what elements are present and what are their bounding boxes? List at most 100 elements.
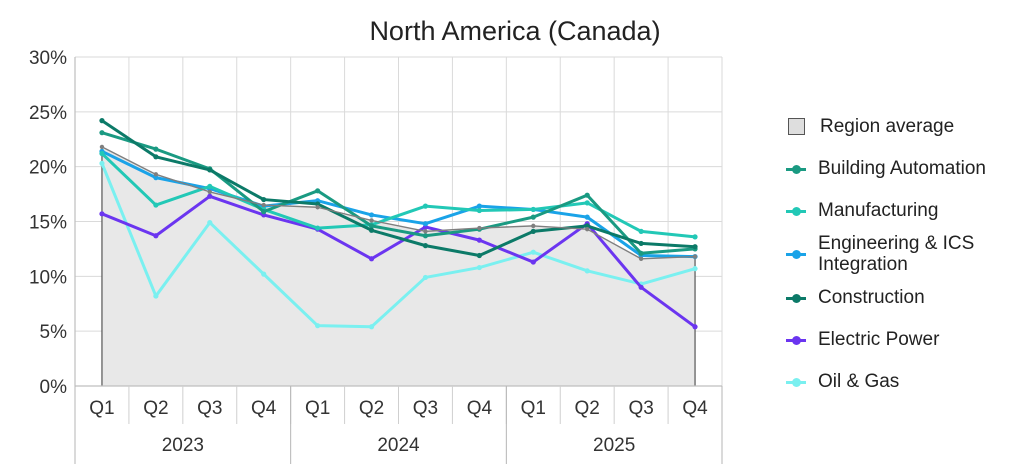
data-point (476, 203, 482, 209)
data-point (153, 172, 159, 177)
x-tick-label: Q4 (682, 398, 708, 419)
data-point (368, 227, 375, 233)
legend-swatch-line-icon (786, 372, 806, 392)
y-tick-label: 5% (40, 322, 68, 343)
data-point (584, 268, 590, 274)
data-point (153, 233, 159, 239)
data-point (261, 202, 266, 208)
data-point (153, 175, 159, 181)
data-point (530, 206, 536, 213)
data-point (585, 226, 590, 232)
data-point (207, 167, 213, 173)
data-point (476, 207, 482, 214)
y-tick-label: 25% (29, 103, 67, 124)
legend-item: Construction (786, 287, 1018, 308)
data-point (99, 150, 105, 157)
legend-swatch-line-icon (786, 159, 806, 179)
legend-label: Region average (820, 116, 955, 137)
year-label: 2023 (162, 435, 204, 456)
data-point (153, 202, 159, 208)
x-tick-label: Q1 (89, 398, 114, 419)
y-tick-label: 20% (29, 158, 67, 179)
data-point (584, 192, 590, 198)
data-point (261, 271, 267, 277)
legend-item: Region average (786, 116, 1018, 137)
data-point (315, 188, 321, 194)
data-point (531, 223, 536, 229)
data-point (99, 144, 105, 150)
data-point (584, 200, 590, 206)
data-point (692, 234, 698, 240)
legend-swatch-line-icon (786, 330, 806, 350)
x-tick-label: Q2 (143, 398, 168, 419)
legend-item: Engineering & ICS Integration (786, 233, 1018, 275)
x-tick-label: Q4 (467, 398, 493, 419)
x-tick-label: Q3 (197, 398, 222, 419)
x-tick-label: Q1 (305, 398, 330, 419)
data-point (476, 252, 482, 259)
data-point (153, 293, 159, 299)
data-point (369, 218, 374, 223)
x-tick-label: Q2 (575, 398, 600, 419)
x-tick-label: Q3 (628, 398, 653, 419)
legend: Region average Building Automation Manufac… (786, 116, 1018, 392)
series-line (100, 161, 697, 329)
legend-item: Oil & Gas (786, 371, 1018, 392)
y-tick-label: 15% (29, 213, 67, 234)
series-line (100, 131, 697, 255)
legend-swatch-area-icon (788, 118, 805, 135)
region-average-area (101, 146, 696, 386)
legend-label: Electric Power (818, 329, 940, 350)
data-point (153, 146, 159, 152)
data-point (207, 219, 213, 226)
data-point (99, 118, 105, 124)
data-point (422, 243, 429, 249)
legend-label: Construction (818, 287, 925, 308)
data-point (368, 324, 375, 330)
data-point (638, 250, 644, 256)
data-point (423, 229, 428, 234)
x-tick-label: Q1 (521, 398, 546, 419)
legend-label: Building Automation (818, 158, 986, 179)
data-point (638, 240, 644, 247)
axis-labels: 0% 5% 10% 15% 20% 25% 30% Q1 Q2 Q3 Q4 Q1 Q2 Q3 Q4 Q1 Q2 Q… (29, 48, 708, 456)
region-average-fill (101, 146, 696, 386)
series-line (101, 146, 696, 260)
data-point (477, 225, 482, 231)
y-tick-label: 10% (29, 267, 67, 288)
legend-swatch-line-icon (786, 244, 806, 264)
data-point (422, 274, 429, 281)
data-point (476, 264, 482, 271)
data-point (207, 189, 212, 195)
data-point (207, 183, 213, 190)
legend-item: Electric Power (786, 329, 1018, 350)
year-label: 2024 (377, 435, 420, 456)
data-point (422, 203, 429, 209)
data-point (638, 284, 644, 290)
y-tick-label: 0% (40, 377, 68, 398)
data-point (99, 130, 105, 136)
legend-item: Manufacturing (786, 200, 1018, 221)
legend-item: Building Automation (786, 158, 1018, 179)
data-point (422, 221, 429, 227)
data-point (422, 233, 429, 239)
series-line (100, 119, 697, 257)
series-lines (99, 118, 698, 330)
data-point (584, 223, 590, 229)
x-tick-label: Q4 (251, 398, 277, 419)
data-point (315, 201, 321, 207)
legend-label: Engineering & ICS Integration (818, 233, 975, 275)
data-point (368, 256, 375, 262)
axes (74, 57, 723, 464)
y-tick-label: 30% (29, 48, 67, 69)
x-tick-label: Q2 (359, 398, 384, 419)
series-line (100, 149, 697, 259)
year-label: 2025 (593, 435, 635, 456)
data-point (530, 249, 536, 255)
data-point (315, 323, 321, 329)
x-tick-label: Q3 (413, 398, 438, 419)
data-point (692, 324, 698, 330)
data-point (692, 254, 698, 259)
data-point (530, 228, 536, 234)
